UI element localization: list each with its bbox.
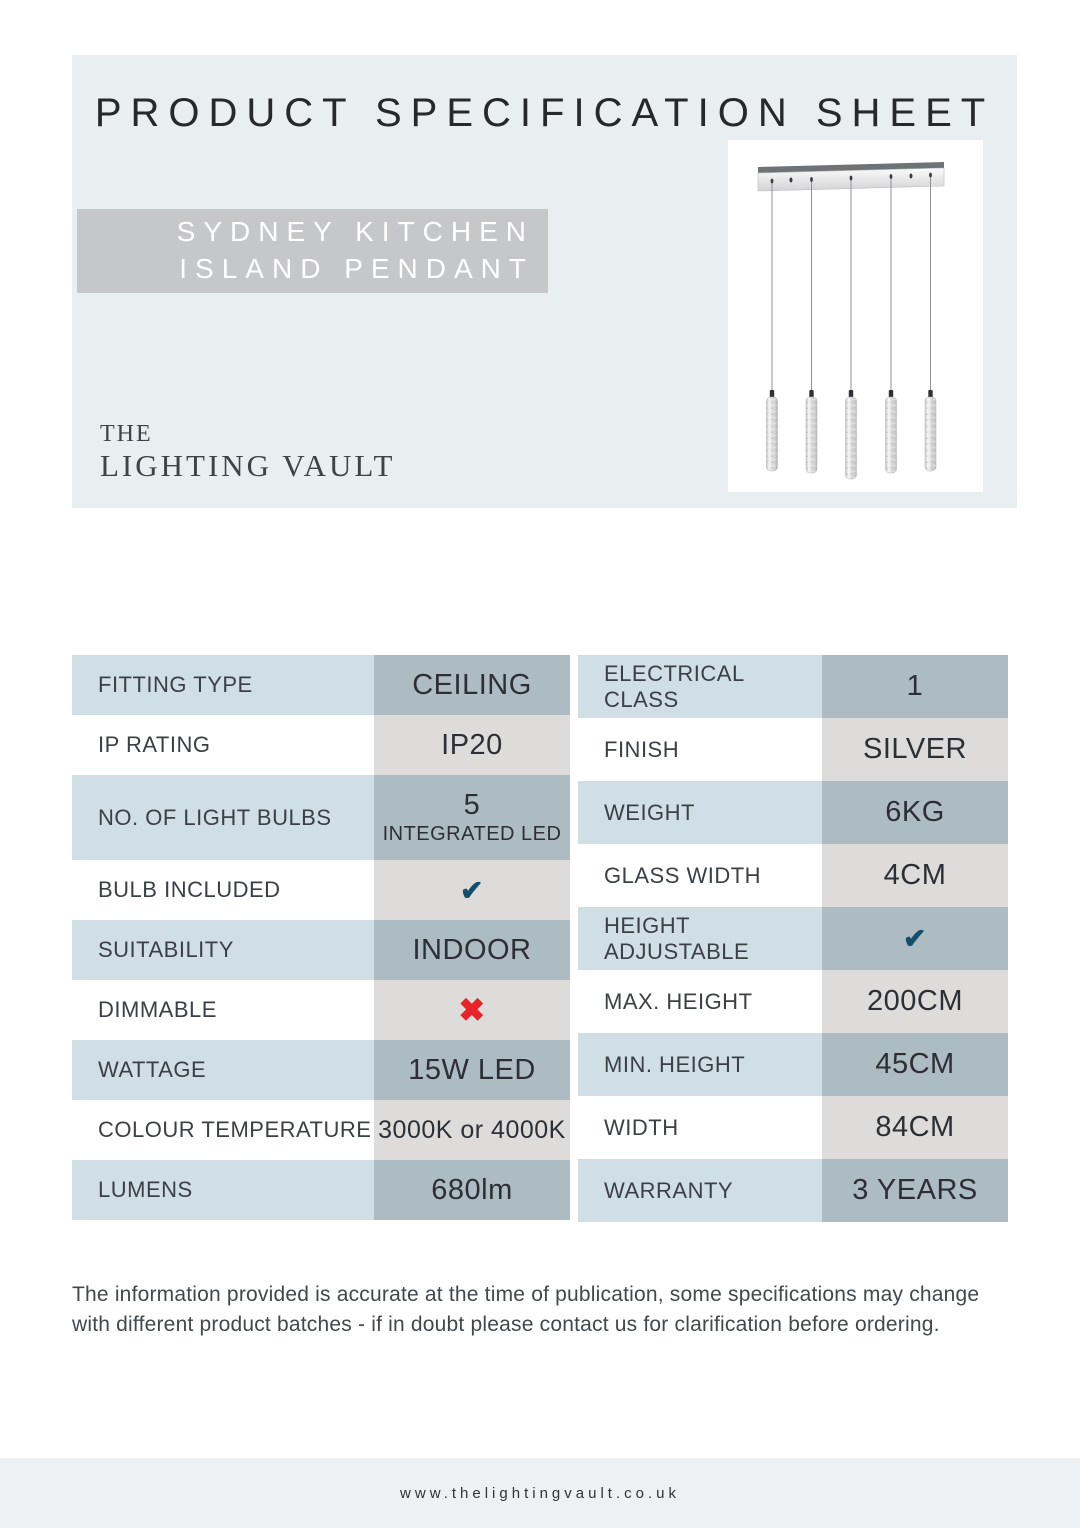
spec-label: LUMENS [72,1160,374,1220]
spec-value: 84CM [822,1096,1008,1159]
brand-logo-line1: THE [100,421,153,447]
spec-value: 15W LED [374,1040,570,1100]
product-name-line1: SYDNEY KITCHEN [176,216,534,248]
spec-label: WATTAGE [72,1040,374,1100]
spec-value: 4CM [822,844,1008,907]
product-image-box [728,140,983,492]
spec-row: DIMMABLE ✖ [72,980,570,1040]
spec-label: HEIGHT ADJUSTABLE [578,907,822,970]
spec-row: SUITABILITY INDOOR [72,920,570,980]
spec-row: GLASS WIDTH 4CM [578,844,1008,907]
pendant-light-illustration [757,162,945,480]
website-url: www.thelightingvault.co.uk [400,1484,680,1502]
spec-value: 200CM [822,970,1008,1033]
spec-label: COLOUR TEMPERATURE [72,1100,374,1160]
spec-row: LUMENS 680lm [72,1160,570,1220]
spec-label: IP RATING [72,715,374,775]
spec-value: 6KG [822,781,1008,844]
wire-attachments [770,172,932,184]
spec-row: NO. OF LIGHT BULBS 5 INTEGRATED LED [72,775,570,860]
spec-label: WARRANTY [578,1159,822,1222]
spec-row: WIDTH 84CM [578,1096,1008,1159]
brand-logo-line2: LIGHTING VAULT [100,448,396,484]
spec-label: BULB INCLUDED [72,860,374,920]
page-title: PRODUCT SPECIFICATION SHEET [94,91,995,135]
spec-label: FITTING TYPE [72,655,374,715]
spec-label: GLASS WIDTH [578,844,822,907]
disclaimer-text: The information provided is accurate at … [72,1283,980,1337]
pendant-caps [769,390,933,398]
spec-row: BULB INCLUDED ✔ [72,860,570,920]
product-name-box: SYDNEY KITCHEN ISLAND PENDANT [77,209,548,293]
spec-tables: FITTING TYPE CEILING IP RATING IP20 NO. OF L… [72,655,1008,1222]
spec-value: 3 YEARS [822,1159,1008,1222]
spec-value: IP20 [374,715,570,775]
spec-value: 5 INTEGRATED LED [374,775,570,860]
spec-value: CEILING [374,655,570,715]
check-icon: ✔ [822,907,1008,970]
brand-logo: THE LIGHTING VAULT [100,421,395,485]
spec-row: MIN. HEIGHT 45CM [578,1033,1008,1096]
spec-value: INDOOR [374,920,570,980]
spec-row: COLOUR TEMPERATURE 3000K or 4000K [72,1100,570,1160]
spec-label: WIDTH [578,1096,822,1159]
check-icon: ✔ [374,860,570,920]
spec-label: MIN. HEIGHT [578,1033,822,1096]
spec-label: SUITABILITY [72,920,374,980]
cross-icon: ✖ [374,980,570,1040]
spec-label: NO. OF LIGHT BULBS [72,775,374,860]
spec-row: WARRANTY 3 YEARS [578,1159,1008,1222]
spec-label: MAX. HEIGHT [578,970,822,1033]
spec-table-left: FITTING TYPE CEILING IP RATING IP20 NO. OF L… [72,655,570,1220]
spec-row: FITTING TYPE CEILING [72,655,570,715]
spec-label: WEIGHT [578,781,822,844]
footer-bar: www.thelightingvault.co.uk [0,1458,1080,1528]
product-name-line2: ISLAND PENDANT [179,253,534,284]
spec-value: SILVER [822,718,1008,781]
spec-label: ELECTRICAL CLASS [578,655,822,718]
spec-row: MAX. HEIGHT 200CM [578,970,1008,1033]
suspension-wires [771,175,931,392]
spec-table-right: ELECTRICAL CLASS 1 FINISH SILVER WEIGHT 6KG GL… [578,655,1008,1222]
tube-bubbles [766,397,936,479]
spec-value: 45CM [822,1033,1008,1096]
spec-row: WATTAGE 15W LED [72,1040,570,1100]
spec-row: HEIGHT ADJUSTABLE ✔ [578,907,1008,970]
spec-label: FINISH [578,718,822,781]
spec-value: 680lm [374,1160,570,1220]
spec-row: IP RATING IP20 [72,715,570,775]
spec-row: WEIGHT 6KG [578,781,1008,844]
hero-panel: PRODUCT SPECIFICATION SHEET SYDNEY KITCH… [72,55,1017,508]
spec-label: DIMMABLE [72,980,374,1040]
spec-value: 1 [822,655,1008,718]
spec-row: ELECTRICAL CLASS 1 [578,655,1008,718]
spec-row: FINISH SILVER [578,718,1008,781]
spec-value: 3000K or 4000K [374,1100,570,1160]
